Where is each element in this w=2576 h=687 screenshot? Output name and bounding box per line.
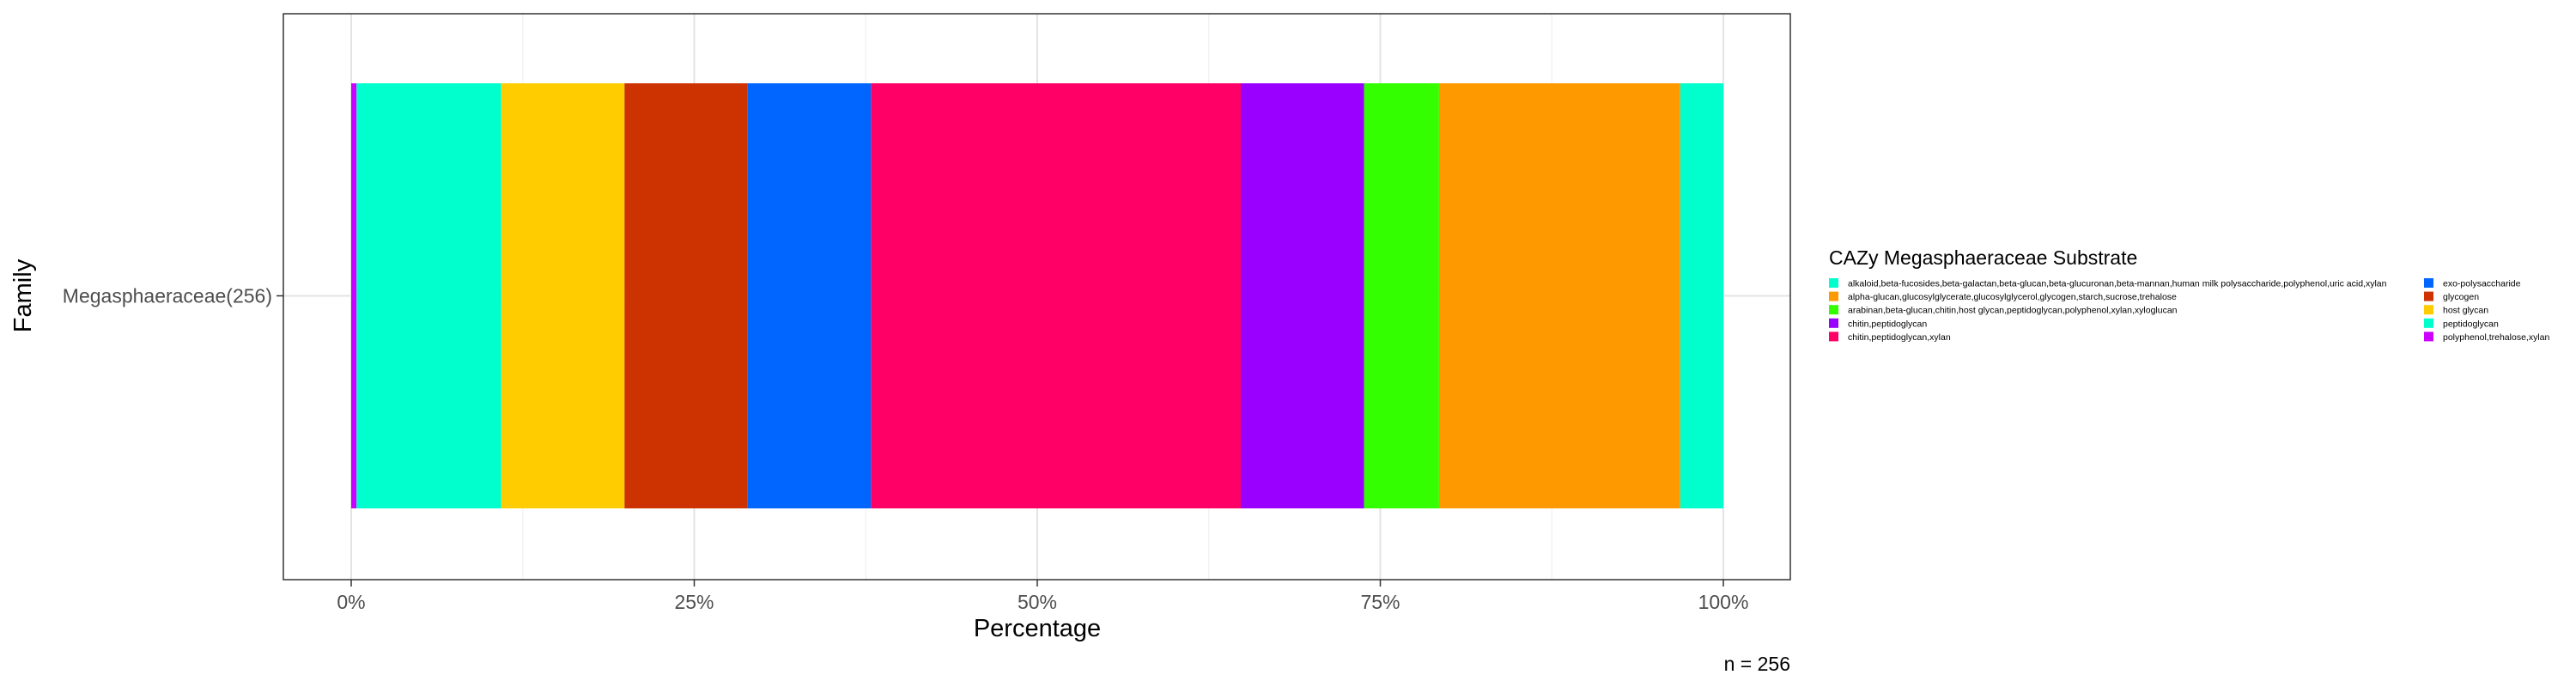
legend-key [2424, 291, 2433, 301]
y-tick-label: Megasphaeraceae(256) [63, 285, 272, 307]
legend-key [2424, 318, 2433, 328]
legend-label: alkaloid,beta-fucosides,beta-galactan,be… [1848, 279, 2387, 289]
x-axis-title: Percentage [974, 615, 1101, 642]
x-tick-label: 50% [1018, 591, 1057, 613]
legend-key [2424, 305, 2433, 315]
bar-segment [356, 83, 501, 508]
bar-segments [351, 83, 1723, 508]
bar-segment [1364, 83, 1439, 508]
legend-label: alpha-glucan,glucosylglycerate,glucosylg… [1848, 292, 2177, 302]
caption-n-count: n = 256 [1724, 653, 1790, 675]
axes: 0% 25% 50% 75% 100% Megasphaeraceae(256) [63, 285, 1749, 614]
legend-label: exo-polysaccharide [2443, 279, 2521, 289]
legend-label: host glycan [2443, 306, 2488, 316]
bar-segment [747, 83, 872, 508]
bar-segment [871, 83, 1241, 508]
legend-label: glycogen [2443, 292, 2479, 302]
legend-key [1829, 305, 1838, 315]
legend-key [2424, 278, 2433, 288]
legend: CAZy Megasphaeraceae Substrate alkaloid,… [1829, 246, 2549, 343]
bar-segment [501, 83, 625, 508]
bar-segment [624, 83, 748, 508]
legend-label: chitin,peptidoglycan [1848, 319, 1927, 329]
bar-segment [1680, 83, 1723, 508]
legend-key [1829, 331, 1838, 342]
bar-segment [1438, 83, 1680, 508]
legend-key [1829, 278, 1838, 288]
legend-key [1829, 291, 1838, 301]
legend-key [2424, 331, 2433, 342]
legend-label: arabinan,beta-glucan,chitin,host glycan,… [1848, 306, 2178, 316]
x-tick-label: 100% [1698, 591, 1749, 613]
bar-segment [351, 83, 357, 508]
legend-title: CAZy Megasphaeraceae Substrate [1829, 246, 2137, 269]
legend-label: chitin,peptidoglycan,xylan [1848, 332, 1951, 343]
x-tick-label: 75% [1360, 591, 1400, 613]
legend-label: peptidoglycan [2443, 319, 2499, 329]
legend-key [1829, 318, 1838, 328]
bar-segment [1240, 83, 1364, 508]
y-axis-title: Family [9, 258, 37, 332]
x-tick-label: 0% [337, 591, 365, 613]
x-tick-label: 25% [674, 591, 714, 613]
legend-label: polyphenol,trehalose,xylan [2443, 332, 2549, 343]
